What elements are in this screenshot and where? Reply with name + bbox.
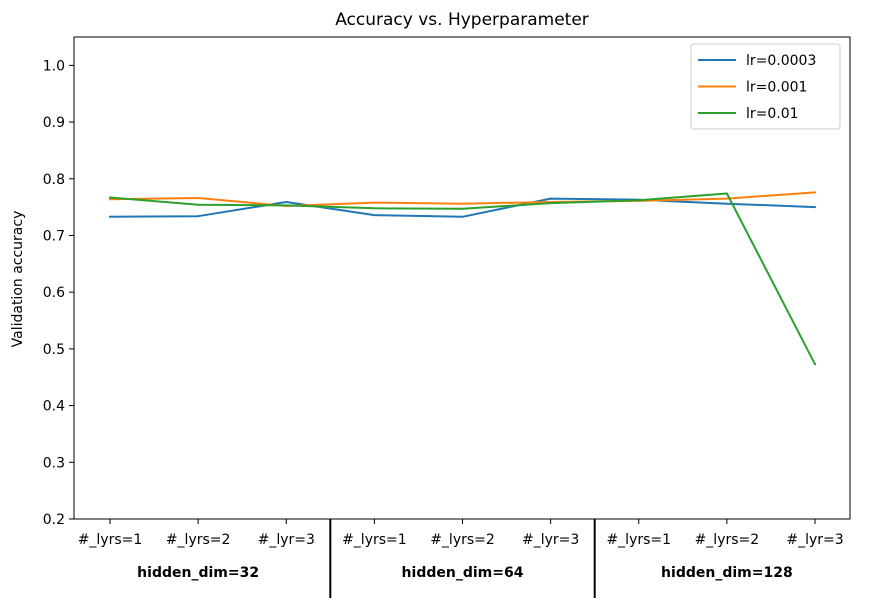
y-tick-label: 0.5 [43, 342, 65, 358]
series-2-point-4 [461, 207, 464, 210]
series-0-point-3 [373, 214, 376, 217]
group-label: hidden_dim=32 [137, 565, 259, 581]
series-1-point-4 [461, 202, 464, 205]
legend-label-1: lr=0.001 [746, 80, 807, 96]
series-line-0 [109, 197, 816, 218]
group-label: hidden_dim=128 [661, 565, 793, 581]
x-tick-label: #_lyrs=1 [78, 532, 143, 548]
y-tick-label: 0.6 [43, 285, 65, 301]
series-2-point-5 [549, 202, 552, 205]
y-tick-label: 0.2 [43, 512, 65, 528]
series-2-point-7 [725, 192, 728, 195]
x-tick-label: #_lyrs=2 [695, 532, 760, 548]
chart-title: Accuracy vs. Hyperparameter [335, 10, 589, 30]
legend: lr=0.0003 lr=0.001 lr=0.01 [690, 43, 841, 130]
legend-label-2: lr=0.01 [746, 106, 799, 122]
y-tick-label: 0.4 [43, 399, 65, 415]
series-2-point-2 [285, 204, 288, 207]
series-2-point-0 [109, 196, 111, 199]
series-0-point-8 [814, 206, 816, 209]
x-tick-label: #_lyrs=1 [342, 532, 407, 548]
series-1-point-3 [373, 201, 376, 204]
y-tick-label: 0.8 [43, 172, 65, 188]
series-0-point-4 [461, 215, 464, 218]
legend-label-0: lr=0.0003 [746, 53, 816, 69]
series-0-point-7 [725, 202, 728, 205]
legend-box [690, 43, 841, 130]
series-0-point-5 [549, 197, 552, 200]
y-tick-label: 0.7 [43, 228, 65, 244]
x-tick-label: #_lyrs=1 [606, 532, 671, 548]
series-1-point-1 [197, 197, 200, 199]
series-2-point-6 [637, 199, 640, 202]
series-0-point-0 [109, 215, 111, 218]
series-1-point-7 [725, 197, 728, 200]
x-tick-label: #_lyrs=2 [166, 532, 231, 548]
series-1-point-8 [814, 191, 816, 194]
x-tick-label: #_lyrs=2 [430, 532, 495, 548]
y-tick-label: 0.3 [43, 455, 65, 471]
y-axis-label: Validation accuracy [10, 211, 26, 348]
x-tick-label: #_lyr=3 [522, 532, 579, 548]
y-tick-label: 0.9 [43, 115, 65, 131]
series-0-point-1 [197, 215, 200, 218]
series-2-point-3 [373, 207, 376, 210]
series-2-point-8 [814, 363, 816, 366]
y-tick-label: 1.0 [43, 58, 65, 74]
series-0-point-2 [285, 201, 288, 203]
x-tick-label: #_lyr=3 [258, 532, 315, 548]
x-tick-label: #_lyr=3 [786, 532, 843, 548]
series-2-point-1 [197, 203, 200, 206]
series-line-2 [109, 192, 816, 366]
series-1-point-0 [109, 198, 111, 201]
group-label: hidden_dim=64 [402, 565, 524, 581]
